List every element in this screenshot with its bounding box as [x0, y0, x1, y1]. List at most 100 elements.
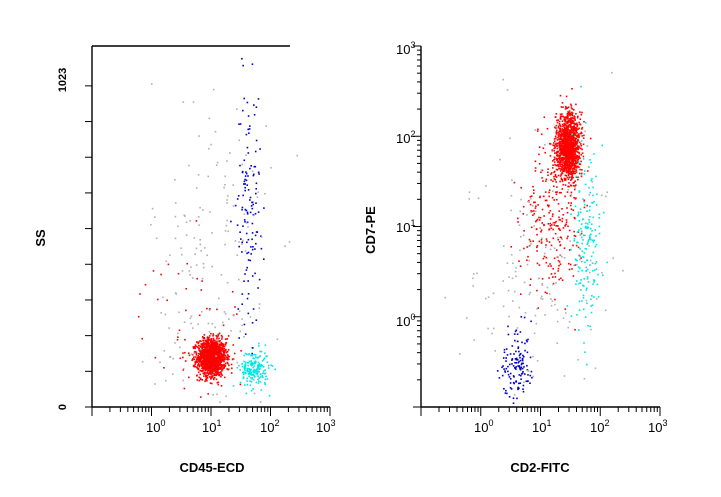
- data-point-granulocytes: [236, 198, 239, 200]
- data-point-lymphocytes: [561, 167, 563, 169]
- data-point-lymphocytes: [200, 346, 202, 348]
- data-point-lymphocytes: [535, 219, 538, 222]
- data-point-lymphocytes: [205, 350, 207, 352]
- data-point-debris: [216, 161, 219, 164]
- data-point-granulocytes: [515, 357, 518, 360]
- data-point-lymphocytes: [517, 221, 519, 223]
- data-point-debris: [473, 339, 475, 341]
- data-point-monocytes: [579, 255, 581, 257]
- data-point-lymphocytes: [222, 355, 225, 358]
- data-point-debris: [284, 245, 286, 247]
- data-point-debris: [545, 246, 547, 249]
- data-point-granulocytes: [514, 367, 517, 369]
- data-point-lymphocytes: [210, 354, 212, 356]
- data-point-lymphocytes: [218, 340, 221, 343]
- data-point-lymphocytes: [575, 103, 577, 106]
- data-point-debris: [207, 322, 210, 325]
- data-point-lymphocytes: [204, 365, 206, 368]
- data-point-lymphocytes: [221, 356, 223, 359]
- data-point-lymphocytes: [570, 166, 572, 169]
- data-point-debris: [178, 311, 180, 314]
- data-point-lymphocytes: [550, 273, 553, 275]
- data-point-lymphocytes: [188, 354, 191, 357]
- data-point-lymphocytes: [202, 372, 205, 375]
- data-point-lymphocytes: [566, 117, 568, 120]
- data-point-debris: [288, 241, 291, 243]
- data-point-lymphocytes: [207, 371, 209, 373]
- data-point-lymphocytes: [185, 309, 187, 312]
- data-point-lymphocytes: [559, 130, 562, 133]
- data-point-lymphocytes: [211, 341, 213, 344]
- data-point-monocytes: [267, 367, 270, 369]
- data-point-lymphocytes: [578, 136, 580, 139]
- data-point-debris: [589, 271, 591, 274]
- data-point-lymphocytes: [569, 195, 572, 197]
- data-point-monocytes: [246, 383, 249, 386]
- data-point-lymphocytes: [546, 240, 548, 242]
- data-point-debris: [210, 143, 212, 146]
- data-point-lymphocytes: [219, 367, 222, 370]
- data-point-lymphocytes: [575, 155, 578, 157]
- data-point-lymphocytes: [224, 338, 227, 340]
- data-point-lymphocytes: [562, 214, 564, 216]
- data-point-lymphocytes: [213, 374, 216, 376]
- data-point-monocytes: [250, 360, 252, 362]
- data-point-monocytes: [573, 239, 575, 242]
- data-point-lymphocytes: [573, 140, 576, 143]
- data-point-monocytes: [582, 218, 584, 221]
- data-point-monocytes: [598, 232, 601, 235]
- data-point-monocytes: [582, 158, 585, 160]
- data-point-lymphocytes: [549, 155, 552, 157]
- data-point-lymphocytes: [220, 371, 222, 374]
- data-point-debris: [238, 310, 241, 313]
- data-point-lymphocytes: [575, 169, 578, 171]
- data-point-lymphocytes: [204, 342, 206, 344]
- data-point-lymphocytes: [561, 180, 564, 183]
- data-point-monocytes: [598, 217, 601, 219]
- data-point-granulocytes: [255, 139, 258, 142]
- data-point-lymphocytes: [210, 360, 212, 362]
- data-point-lymphocytes: [222, 367, 225, 369]
- data-point-lymphocytes: [206, 336, 209, 338]
- data-point-lymphocytes: [576, 140, 579, 142]
- data-point-monocytes: [244, 352, 247, 355]
- data-point-lymphocytes: [206, 340, 208, 343]
- data-point-lymphocytes: [532, 240, 534, 242]
- plot2-ytick-label-1e2: 102: [396, 129, 415, 146]
- data-point-lymphocytes: [567, 106, 570, 108]
- data-point-lymphocytes: [550, 265, 552, 267]
- data-point-granulocytes: [244, 273, 246, 275]
- data-point-monocytes: [579, 234, 581, 236]
- data-point-granulocytes: [514, 361, 516, 364]
- data-point-granulocytes: [526, 364, 528, 367]
- data-point-monocytes: [589, 159, 591, 161]
- data-point-lymphocytes: [577, 178, 579, 181]
- data-point-debris: [526, 369, 529, 372]
- data-point-lymphocytes: [213, 378, 215, 381]
- data-point-debris: [224, 175, 226, 178]
- data-point-granulocytes: [518, 354, 521, 357]
- data-point-monocytes: [573, 264, 575, 267]
- data-point-monocytes: [582, 234, 585, 237]
- data-point-lymphocytes: [223, 350, 225, 352]
- data-point-granulocytes: [526, 351, 529, 354]
- data-point-lymphocytes: [581, 152, 584, 154]
- data-point-lymphocytes: [206, 341, 208, 344]
- data-point-monocytes: [251, 361, 253, 364]
- data-point-monocytes: [257, 382, 260, 384]
- data-point-monocytes: [589, 191, 591, 194]
- data-point-lymphocytes: [568, 268, 571, 271]
- data-point-debris: [190, 266, 192, 269]
- data-point-lymphocytes: [568, 155, 570, 158]
- data-point-lymphocytes: [560, 159, 563, 162]
- data-point-lymphocytes: [563, 119, 566, 121]
- data-point-lymphocytes: [564, 178, 566, 180]
- data-point-debris: [515, 340, 517, 343]
- data-point-lymphocytes: [199, 378, 202, 381]
- data-point-lymphocytes: [565, 155, 568, 158]
- data-point-lymphocytes: [580, 113, 583, 116]
- data-point-lymphocytes: [230, 372, 233, 374]
- data-point-monocytes: [579, 208, 582, 210]
- data-point-lymphocytes: [574, 217, 576, 220]
- data-point-lymphocytes: [575, 184, 577, 186]
